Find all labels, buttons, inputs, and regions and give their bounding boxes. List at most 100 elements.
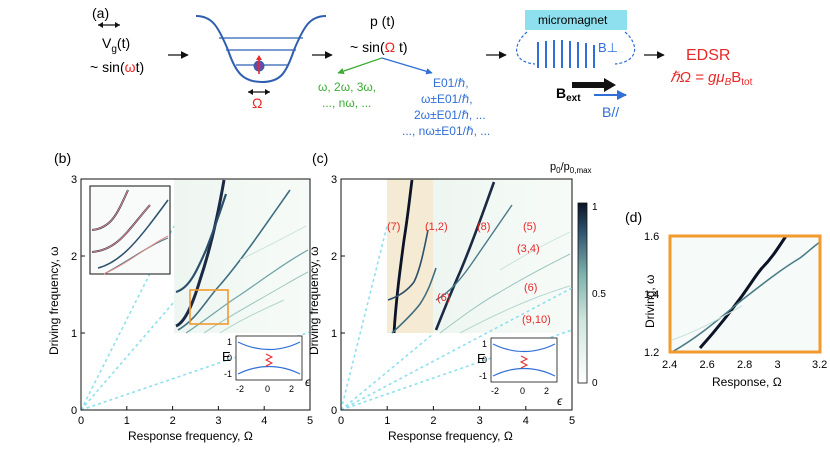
panel-b-inset-ytick-1: 0 [227, 353, 232, 363]
panel-b-xtick-label: 3 [215, 415, 221, 427]
panel-b-resonance-lines [175, 179, 309, 334]
dot-omega-label: Ω [252, 95, 262, 111]
panel-c-resonance-line [439, 253, 571, 334]
panel-b-ytick-label: 3 [71, 174, 77, 186]
panel-a-label: (a) [92, 5, 109, 21]
panel-b-label: (b) [54, 150, 71, 166]
panel-d-resonance-line [671, 305, 743, 341]
panel-c-inset-xlabel: ϵ [557, 394, 563, 408]
panel-c-annotation-5: (6) [437, 292, 450, 304]
panel-c-heatmap [433, 179, 572, 333]
panel-b-resonance-line [185, 249, 309, 334]
panel-d-resonance-lines [671, 235, 821, 353]
panel-c-dashed-line [340, 225, 388, 411]
svg-text:~ sin(Ω t): ~ sin(Ω t) [350, 39, 408, 55]
panel-c-xtick-label: 1 [384, 415, 390, 427]
vg-sin-suffix: t) [136, 59, 145, 75]
panel-c-dashed-line [340, 287, 573, 411]
edsr-formula-tail: B [731, 69, 741, 86]
panel-c-xtick-label: 0 [338, 415, 344, 427]
blue-line-0: E01/ℏ, [433, 76, 469, 90]
panel-c-resonance-line [459, 285, 571, 334]
vg-sin-omega: ω [125, 59, 136, 75]
pt-title: p (t) [370, 13, 395, 29]
panel-c-inset-ytick-2: -1 [479, 371, 487, 381]
panel-b-inset-ytick-0: 1 [227, 337, 232, 347]
svg-text:ℏΩ = gμBBtot: ℏΩ = gμBBtot [670, 69, 753, 88]
panel-d-ytick-label: 1.4 [644, 289, 659, 301]
panel-b-cyan-dashed-lines [80, 225, 311, 411]
b-ext-arrow-icon [604, 78, 616, 92]
colorbar-tick-1: 0.5 [592, 289, 606, 300]
panel-c-annotation-0: (7) [387, 221, 400, 233]
pt-sin-omega: Ω [385, 39, 395, 55]
panel-b-resonance-line [175, 193, 228, 294]
panel-b-inset-ylabel: E [222, 349, 231, 364]
panel-c-annotation-6: (6) [524, 282, 537, 294]
panel-b-inset-ytick-2: -1 [224, 369, 232, 379]
panel-b-ylabel: Driving frequency, ω [47, 246, 61, 355]
panel-b-zoom-inset-lines [91, 189, 169, 275]
micromagnet-label: micromagnet [538, 13, 608, 27]
green-line-1: ..., nω, ... [322, 96, 371, 110]
colorbar-title-sub2: 0,max [570, 166, 592, 175]
panel-d-xtick-label: 2.6 [700, 359, 715, 371]
panel-b-energy-inset: E 1 0 -1 -2 0 2 ϵ [222, 335, 311, 394]
potential-well-icon [195, 15, 327, 84]
panel-c-resonance-line [392, 179, 414, 334]
b-ext-sub: ext [566, 93, 581, 104]
svg-text:p0/p0,max: p0/p0,max [550, 161, 592, 175]
panel-d-resonance-line [671, 241, 821, 353]
panel-c-resonance-line [387, 229, 429, 301]
green-line-0: ω, 2ω, 3ω, [318, 80, 376, 94]
panel-c-xtick-label: 4 [523, 415, 529, 427]
panel-c-resonance-line [391, 267, 437, 334]
panel-b-resonance-line [203, 271, 309, 334]
blue-branch-arrow [381, 57, 433, 75]
panel-b-resonance-line [219, 299, 285, 334]
panel-b-ticks: 0 1 2 3 4 5 0 1 2 3 [71, 174, 313, 427]
panel-c-xtick-label: 3 [477, 415, 483, 427]
panel-b-resonance-line [175, 179, 226, 328]
panel-b-ytick-label: 1 [71, 328, 77, 340]
panel-d-ytick-label: 1.2 [644, 347, 659, 359]
panel-b-resonance-line [239, 225, 307, 261]
panel-a: (a) Vg(t) ~ sin(ωt) Ω p ( [90, 5, 753, 138]
panel-d-xlabel: Response, Ω [712, 375, 782, 389]
panel-b: (b) E 1 0 -1 -2 0 [47, 150, 313, 443]
panel-c-inset-xtick-1: 0 [520, 386, 525, 396]
panel-c-ticks: 0 1 2 3 4 5 0 1 2 3 [331, 174, 575, 427]
panel-c-inset-ytick-1: 0 [482, 355, 487, 365]
panel-d-ticks: 2.4 2.6 2.8 3 3.2 1.6 1.4 1.2 [644, 231, 827, 371]
panel-c-xtick-label: 2 [430, 415, 436, 427]
panel-c-annotations: (7) (1,2) (8) (5) (3,4) (6) (6) (9,10) [387, 221, 551, 326]
panel-c-annotation-3: (5) [523, 221, 536, 233]
panel-c-annotation-7: (9,10) [522, 314, 551, 326]
panel-b-inset-xlabel: ϵ [305, 375, 311, 389]
panel-b-inset-xtick-1: 0 [265, 384, 270, 394]
panel-c-dashed-line [340, 329, 573, 411]
svg-text:Vg(t): Vg(t) [102, 35, 130, 55]
panel-b-resonance-line [177, 189, 291, 331]
panel-c-ytick-label: 2 [331, 251, 337, 263]
edsr-title: EDSR [686, 47, 730, 64]
panel-d-xtick-label: 2.4 [662, 359, 677, 371]
panel-c-dashed-line [340, 333, 434, 411]
vg-double-arrow-icon [98, 22, 120, 28]
colorbar-tick-2: 0 [592, 378, 598, 389]
panel-d-resonance-line [698, 235, 788, 350]
panel-b-xtick-label: 2 [170, 415, 176, 427]
panel-c-xlabel: Response frequency, Ω [388, 429, 513, 443]
panel-b-inset-xtick-2: 2 [289, 384, 294, 394]
b-perp-label: B⊥ [598, 40, 618, 55]
colorbar-title-sub: 0 [556, 166, 561, 175]
panel-c-label: (c) [312, 150, 328, 166]
colorbar-tick-0: 1 [592, 202, 598, 213]
colorbar-gradient [577, 202, 588, 384]
panel-d: (d) 2.4 2.6 2.8 3 3.2 1.6 1.4 1.2 Response, Ω D… [625, 209, 827, 389]
panel-c-resonance-line [435, 204, 513, 301]
panel-d-xtick-label: 2.8 [737, 359, 752, 371]
panel-c-resonance-line [434, 181, 496, 331]
panel-c-axes-frame [340, 178, 573, 411]
